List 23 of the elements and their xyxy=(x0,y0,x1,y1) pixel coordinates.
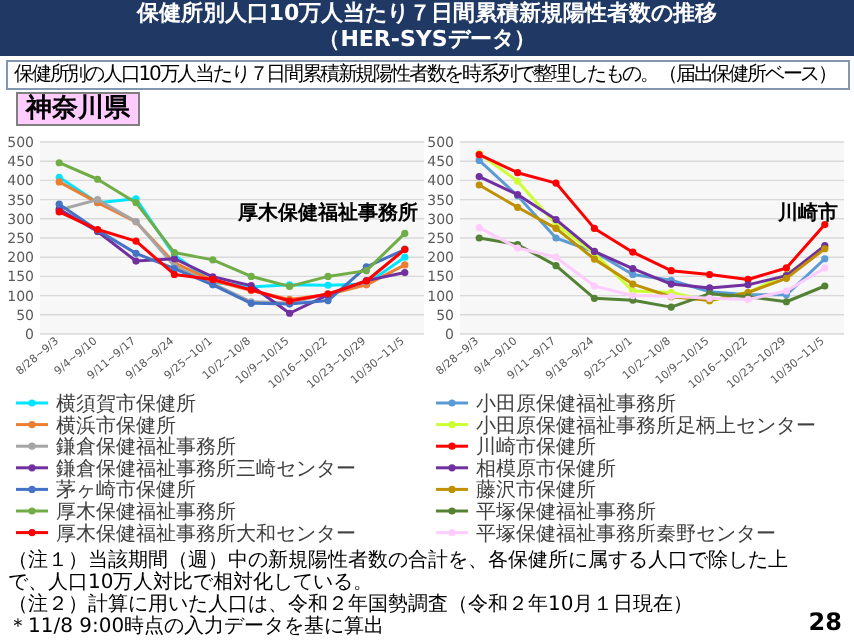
legend-label: 鎌倉保健福祉事務所三崎センター xyxy=(56,456,356,481)
annotation: 厚木保健福祉事務所 xyxy=(236,200,418,225)
legend-label: 横浜市保健所 xyxy=(56,413,176,438)
legend-label: 小田原保健福祉事務所 xyxy=(476,392,676,416)
legend-label: 茅ヶ崎市保健所 xyxy=(56,478,196,503)
legend-label: 相模原市保健所 xyxy=(476,456,616,481)
text: 神奈川県 xyxy=(16,92,140,126)
text: ＊11/8 9:00時点の入力データを基に算出 xyxy=(8,616,387,638)
legend-label: 厚木保健福祉事務所大和センター xyxy=(56,521,356,546)
legend-label: 平塚保健福祉事務所秦野センター xyxy=(476,521,776,546)
annotation: 川崎市 xyxy=(776,200,838,225)
legend-label: 鎌倉保健福祉事務所 xyxy=(56,435,236,460)
legend-label: 厚木保健福祉事務所 xyxy=(56,500,236,524)
legend-label: 横須賀市保健所 xyxy=(56,392,196,416)
text: 28 xyxy=(808,608,842,636)
legend-label: 川崎市保健所 xyxy=(476,435,596,460)
legend-label: 平塚保健福祉事務所 xyxy=(476,500,656,524)
legend-label: 小田原保健福祉事務所足柄上センター xyxy=(476,413,816,438)
legend-label: 藤沢市保健所 xyxy=(476,478,596,503)
chart-title: 保健所別人口10万人当たり７日間累積新規陽性者数の推移（HER-SYSデータ） xyxy=(134,0,720,52)
chart-subtitle: 保健所別の人口10万人当たり７日間累積新規陽性者数を時系列で整理したもの。（届出保健所ベース） xyxy=(6,60,850,90)
text: （注２）計算に用いた人口は、令和２年国勢調査（令和２年10月１日現在） xyxy=(8,594,696,616)
text: （注１）当該期間（週）中の新規陽性者数の合計を、各保健所に属する人口で除した上で、人口10万人対比で相対化している。 xyxy=(8,550,790,594)
